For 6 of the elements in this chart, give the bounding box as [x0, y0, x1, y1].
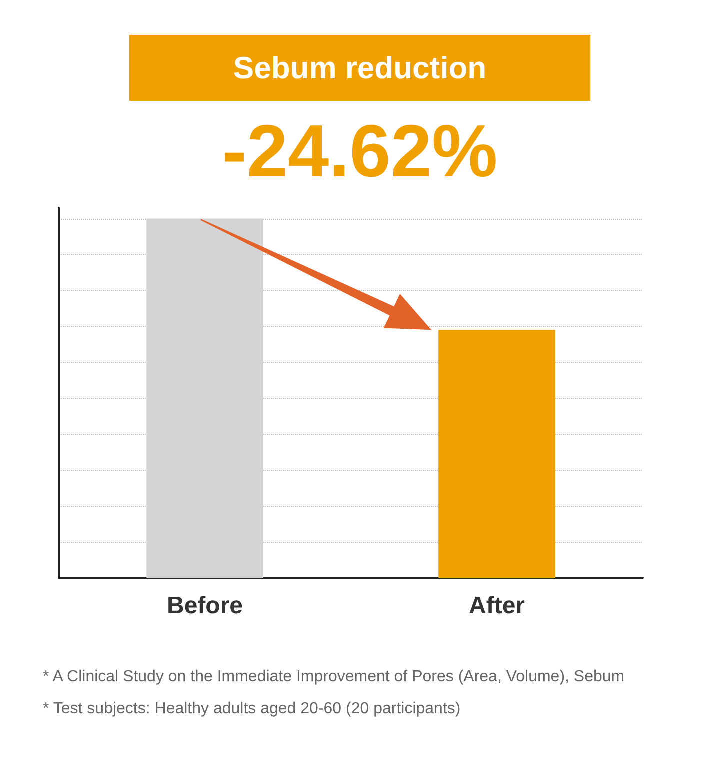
- text: * A Clinical Study on the Immediate Improvement of Pores (Area, Volume), Sebum: [43, 668, 625, 686]
- x-tick-label: Before: [166, 592, 244, 620]
- x-tick-label: After: [468, 592, 526, 620]
- text: * Test subjects: Healthy adults aged 20-60 (20 participants): [43, 700, 461, 718]
- chart-subtitle: -24.62%: [222, 110, 498, 192]
- chart-title: Sebum reduction: [233, 50, 487, 86]
